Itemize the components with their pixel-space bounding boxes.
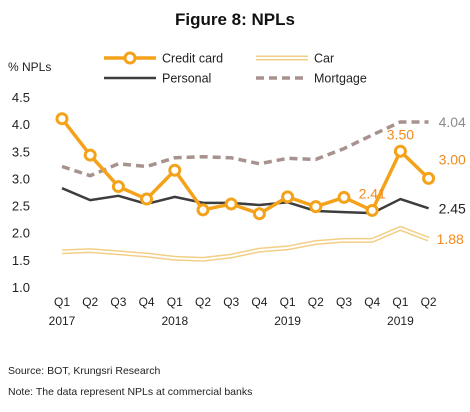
credit-card-point bbox=[252, 207, 266, 221]
y-axis-label: % NPLs bbox=[8, 60, 52, 74]
data-label: 3.50 bbox=[387, 126, 414, 142]
x-tick-label: Q2 bbox=[82, 295, 98, 309]
mortgage-line bbox=[61, 120, 429, 178]
x-year-label: 2018 bbox=[161, 314, 188, 328]
legend-item-car: Car bbox=[256, 52, 334, 66]
y-tick-label: 4.5 bbox=[12, 90, 30, 105]
y-tick-label: 3.0 bbox=[12, 171, 30, 186]
credit-card-point bbox=[55, 112, 69, 126]
legend-label: Personal bbox=[162, 72, 211, 86]
x-year-label: 2017 bbox=[49, 314, 76, 328]
credit-card-point bbox=[140, 192, 154, 206]
x-tick-label: Q2 bbox=[308, 295, 324, 309]
data-label: 1.88 bbox=[437, 231, 464, 247]
x-tick-label: Q1 bbox=[167, 295, 183, 309]
data-labels: 2.41 3.50 3.00 1.88 2.45 4.04 bbox=[359, 114, 466, 247]
car-line-inner bbox=[61, 227, 429, 261]
data-label: 3.00 bbox=[439, 151, 466, 167]
credit-card-point bbox=[393, 144, 407, 158]
series-car bbox=[61, 225, 430, 262]
x-tick-label: Q4 bbox=[364, 295, 380, 309]
series-mortgage bbox=[61, 120, 429, 178]
credit-card-point bbox=[422, 171, 436, 185]
y-tick-label: 4.0 bbox=[12, 117, 30, 132]
y-tick-label: 2.0 bbox=[12, 226, 30, 241]
legend-label: Car bbox=[314, 52, 334, 66]
credit-card-point bbox=[196, 203, 210, 217]
x-tick-label: Q1 bbox=[392, 295, 408, 309]
x-year-label: 2019 bbox=[387, 314, 414, 328]
chart-legend: Credit card Car Personal Mortgage bbox=[104, 51, 367, 86]
y-tick-label: 3.5 bbox=[12, 144, 30, 159]
x-tick-label: Q1 bbox=[280, 295, 296, 309]
x-year-label: 2019 bbox=[274, 314, 301, 328]
legend-item-credit-card: Credit card bbox=[104, 51, 223, 66]
legend-item-mortgage: Mortgage bbox=[256, 72, 367, 86]
x-tick-label: Q2 bbox=[195, 295, 211, 309]
source-note: Source: BOT, Krungsri Research bbox=[8, 365, 161, 377]
car-line-outer bbox=[61, 225, 430, 262]
y-axis: 1.0 1.5 2.0 2.5 3.0 3.5 4.0 4.5 bbox=[12, 90, 30, 295]
legend-label: Credit card bbox=[162, 52, 223, 66]
legend-label: Mortgage bbox=[314, 72, 367, 86]
series-lines bbox=[55, 112, 436, 262]
credit-card-point bbox=[365, 203, 379, 217]
credit-card-point bbox=[309, 200, 323, 214]
credit-card-point bbox=[83, 148, 97, 162]
x-tick-label: Q2 bbox=[421, 295, 437, 309]
credit-card-point bbox=[168, 163, 182, 177]
y-tick-label: 2.5 bbox=[12, 199, 30, 214]
credit-card-point bbox=[281, 190, 295, 204]
y-tick-label: 1.0 bbox=[12, 280, 30, 295]
x-tick-label: Q4 bbox=[139, 295, 155, 309]
series-credit-card bbox=[55, 112, 436, 221]
chart-title: Figure 8: NPLs bbox=[175, 10, 295, 29]
data-label: 4.04 bbox=[439, 114, 466, 130]
x-tick-label: Q3 bbox=[223, 295, 239, 309]
credit-card-point bbox=[111, 180, 125, 194]
legend-marker bbox=[123, 51, 137, 65]
footnote: Note: The data represent NPLs at commerc… bbox=[8, 386, 253, 398]
legend-item-personal: Personal bbox=[104, 72, 211, 86]
data-label: 2.45 bbox=[439, 200, 466, 216]
x-axis: Q1 Q2 Q3 Q4 Q1 Q2 Q3 Q4 Q1 Q2 Q3 Q4 Q1 Q2 2017 2018 2019… bbox=[49, 295, 437, 328]
npl-line-chart: Credit card Car Personal Mortgage 1.0 1.5 2.0… bbox=[12, 51, 466, 328]
x-tick-label: Q3 bbox=[110, 295, 126, 309]
data-label: 2.41 bbox=[359, 185, 386, 201]
x-tick-label: Q1 bbox=[54, 295, 70, 309]
y-tick-label: 1.5 bbox=[12, 253, 30, 268]
x-tick-label: Q3 bbox=[336, 295, 352, 309]
credit-card-point bbox=[224, 197, 238, 211]
credit-card-point bbox=[337, 190, 351, 204]
x-tick-label: Q4 bbox=[251, 295, 267, 309]
